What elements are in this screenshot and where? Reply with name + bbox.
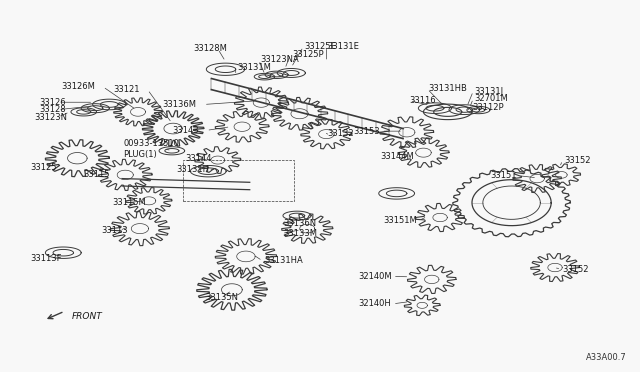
Text: 33125E: 33125E — [305, 42, 337, 51]
Text: 33136N: 33136N — [283, 219, 316, 228]
Text: 33115M: 33115M — [112, 198, 145, 207]
Text: 33135N: 33135N — [205, 294, 238, 302]
Text: 33131E: 33131E — [328, 42, 360, 51]
Text: 33151: 33151 — [490, 171, 516, 180]
Text: 32701M: 32701M — [474, 94, 508, 103]
Text: 33131M: 33131M — [237, 63, 271, 72]
Text: 33132: 33132 — [328, 129, 355, 138]
Text: 33121: 33121 — [113, 85, 140, 94]
Text: A33A00.7: A33A00.7 — [586, 353, 627, 362]
Text: 33123NA: 33123NA — [260, 55, 299, 64]
Text: 33136M: 33136M — [162, 100, 196, 109]
Text: 33144M: 33144M — [381, 152, 415, 161]
Text: 33151M: 33151M — [383, 217, 417, 225]
Bar — [182, 160, 294, 201]
Text: 33113F: 33113F — [30, 254, 61, 263]
Text: 33128M: 33128M — [193, 44, 227, 53]
Text: 00933-13510
PLUG(1): 00933-13510 PLUG(1) — [124, 139, 179, 158]
Text: 33125: 33125 — [30, 163, 56, 172]
Text: 33131HA: 33131HA — [264, 256, 303, 265]
Text: 33152: 33152 — [564, 155, 591, 164]
Text: 32140H: 32140H — [359, 299, 392, 308]
Text: 33126: 33126 — [39, 98, 66, 107]
Text: 33133M: 33133M — [283, 229, 317, 238]
Text: 33131J: 33131J — [474, 87, 504, 96]
Text: 33131HB: 33131HB — [429, 84, 467, 93]
Text: 33125P: 33125P — [292, 49, 324, 58]
Text: 33116: 33116 — [410, 96, 436, 105]
Text: 33128: 33128 — [39, 105, 66, 114]
Text: 33115: 33115 — [84, 170, 110, 179]
Text: FRONT: FRONT — [72, 312, 103, 321]
Text: 33113: 33113 — [102, 226, 128, 235]
Text: 33153: 33153 — [353, 126, 380, 136]
Text: 33152: 33152 — [563, 264, 589, 273]
Text: 33112P: 33112P — [472, 103, 504, 112]
Text: 33126M: 33126M — [61, 82, 95, 91]
Text: 33123N: 33123N — [34, 113, 67, 122]
Text: 32140M: 32140M — [358, 272, 392, 281]
Text: 33131H: 33131H — [176, 165, 209, 174]
Text: 33144: 33144 — [185, 154, 211, 163]
Text: 33143: 33143 — [172, 126, 198, 135]
